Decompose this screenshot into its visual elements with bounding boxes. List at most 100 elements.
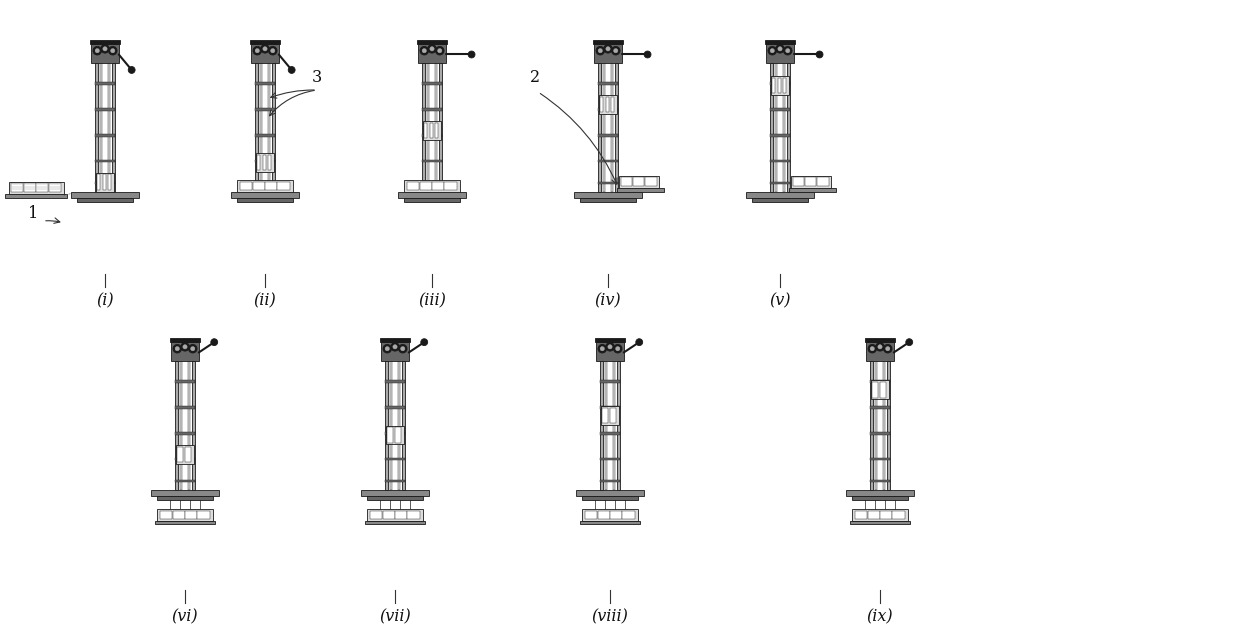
Bar bbox=[745, 192, 815, 198]
Bar bbox=[603, 63, 605, 192]
Bar bbox=[253, 182, 264, 190]
Bar bbox=[596, 342, 624, 361]
Bar bbox=[254, 134, 275, 136]
Bar bbox=[869, 432, 890, 434]
Circle shape bbox=[614, 49, 618, 53]
Bar bbox=[600, 406, 620, 409]
Circle shape bbox=[605, 342, 614, 351]
Bar bbox=[598, 63, 601, 192]
Bar bbox=[398, 361, 401, 490]
Bar bbox=[601, 408, 608, 424]
Bar bbox=[580, 521, 640, 524]
Bar bbox=[422, 160, 443, 162]
Bar bbox=[585, 510, 598, 519]
Bar bbox=[370, 510, 382, 519]
Circle shape bbox=[596, 46, 605, 55]
Bar bbox=[875, 361, 877, 490]
Circle shape bbox=[188, 344, 197, 353]
Bar bbox=[600, 361, 603, 490]
Bar bbox=[611, 63, 613, 192]
Bar bbox=[384, 361, 388, 490]
Bar bbox=[880, 382, 887, 398]
Bar bbox=[422, 108, 443, 111]
Bar bbox=[188, 361, 190, 490]
Bar bbox=[605, 361, 608, 490]
Circle shape bbox=[93, 46, 102, 55]
Bar bbox=[852, 496, 909, 500]
Bar bbox=[156, 496, 213, 500]
Bar bbox=[600, 406, 620, 425]
Bar bbox=[645, 178, 656, 186]
Bar bbox=[150, 490, 219, 496]
Bar bbox=[384, 480, 405, 482]
Bar bbox=[197, 510, 210, 519]
Circle shape bbox=[386, 347, 389, 351]
Bar bbox=[95, 172, 114, 191]
Text: (i): (i) bbox=[97, 292, 114, 309]
Bar bbox=[619, 176, 658, 188]
Circle shape bbox=[784, 46, 792, 55]
Bar bbox=[600, 380, 620, 383]
Text: (vii): (vii) bbox=[379, 608, 410, 625]
Bar bbox=[600, 97, 603, 112]
Bar bbox=[600, 458, 620, 460]
Bar bbox=[417, 40, 448, 44]
Bar bbox=[108, 174, 112, 190]
Bar bbox=[765, 40, 796, 44]
Bar bbox=[103, 174, 105, 190]
Bar bbox=[171, 342, 198, 361]
Circle shape bbox=[420, 46, 429, 55]
Circle shape bbox=[636, 339, 642, 346]
Circle shape bbox=[288, 67, 295, 74]
Bar bbox=[593, 40, 624, 44]
Bar bbox=[94, 134, 115, 136]
Bar bbox=[94, 160, 115, 162]
Bar bbox=[787, 63, 790, 192]
Circle shape bbox=[776, 44, 785, 53]
Bar bbox=[11, 183, 24, 192]
Bar bbox=[175, 480, 196, 482]
Bar bbox=[384, 406, 405, 409]
Bar bbox=[263, 155, 265, 171]
Circle shape bbox=[100, 44, 109, 53]
Text: (viii): (viii) bbox=[591, 608, 629, 625]
Bar bbox=[175, 458, 196, 460]
Bar bbox=[610, 510, 622, 519]
Bar bbox=[396, 510, 407, 519]
Bar bbox=[396, 427, 402, 443]
Circle shape bbox=[606, 47, 610, 51]
Circle shape bbox=[420, 339, 428, 346]
Bar bbox=[384, 432, 405, 434]
Bar bbox=[36, 183, 48, 192]
Bar bbox=[185, 510, 197, 519]
Circle shape bbox=[868, 344, 877, 353]
Bar bbox=[439, 63, 443, 192]
Bar bbox=[177, 446, 182, 462]
Bar bbox=[605, 97, 609, 112]
Bar bbox=[789, 188, 836, 192]
Bar bbox=[94, 108, 115, 111]
Bar bbox=[257, 155, 260, 171]
Bar bbox=[600, 432, 620, 434]
Circle shape bbox=[110, 49, 115, 53]
Bar bbox=[598, 82, 619, 85]
Bar bbox=[880, 510, 892, 519]
Bar bbox=[770, 82, 790, 85]
Bar bbox=[869, 458, 890, 460]
Circle shape bbox=[614, 344, 622, 353]
Bar bbox=[770, 182, 790, 184]
Circle shape bbox=[611, 46, 620, 55]
Circle shape bbox=[255, 49, 259, 53]
Bar bbox=[402, 361, 405, 490]
Circle shape bbox=[438, 49, 441, 53]
Bar bbox=[792, 178, 805, 186]
Bar bbox=[176, 445, 195, 463]
Bar bbox=[817, 178, 828, 186]
Bar bbox=[192, 361, 196, 490]
Bar bbox=[598, 108, 619, 111]
Circle shape bbox=[615, 347, 620, 351]
Bar bbox=[389, 361, 392, 490]
Bar bbox=[175, 361, 179, 490]
Bar bbox=[89, 40, 120, 44]
Circle shape bbox=[816, 51, 823, 58]
